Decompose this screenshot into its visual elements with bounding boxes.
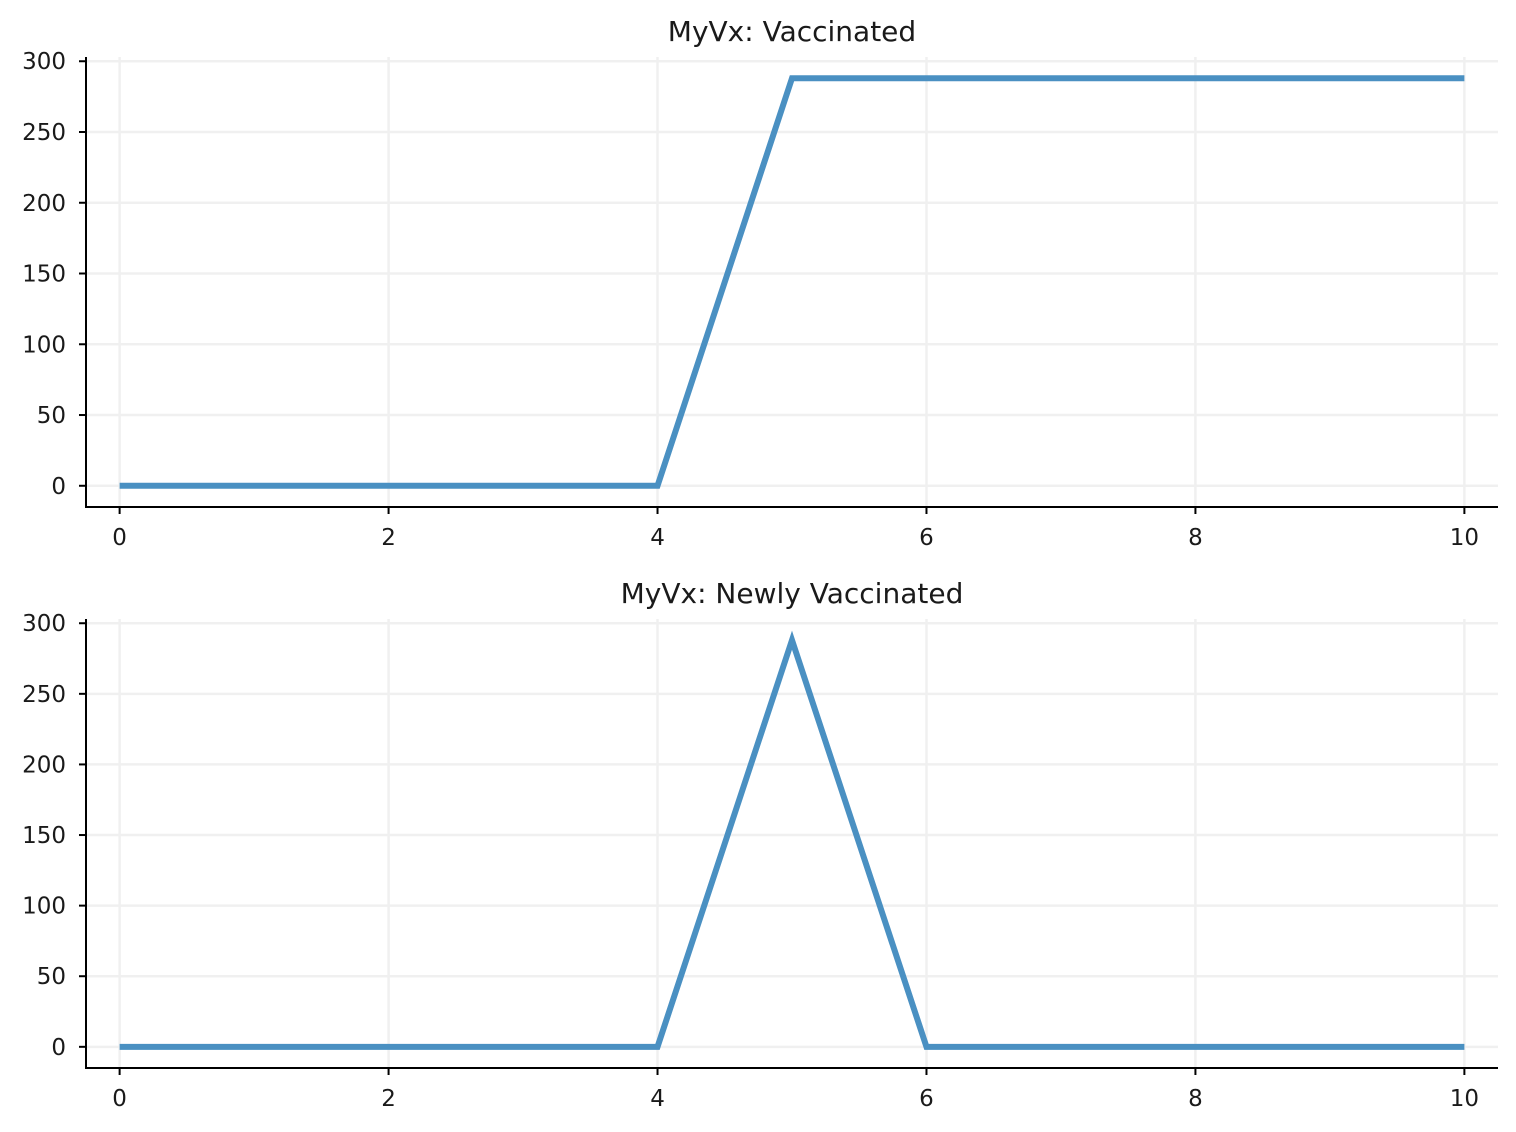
y-tick-label: 150 — [22, 262, 66, 288]
x-tick-label: 10 — [1450, 525, 1479, 551]
y-tick-label: 0 — [51, 474, 66, 500]
series-line — [119, 75, 1465, 489]
axis-spines — [85, 57, 1498, 508]
y-tick-label: 0 — [51, 1035, 66, 1061]
chart-title: MyVx: Vaccinated — [668, 15, 916, 48]
series-line — [119, 630, 1465, 1050]
x-tick-label: 4 — [650, 1086, 665, 1112]
x-tick-label: 10 — [1450, 1086, 1479, 1112]
y-tick-label: 250 — [22, 120, 66, 146]
x-tick-label: 2 — [381, 1086, 396, 1112]
x-tick-label: 0 — [112, 1086, 127, 1112]
x-tick-label: 0 — [112, 525, 127, 551]
y-tick-label: 50 — [37, 964, 66, 990]
y-tick-label: 300 — [22, 49, 66, 75]
y-tick-label: 150 — [22, 823, 66, 849]
y-tick-label: 200 — [22, 752, 66, 778]
x-tick-label: 6 — [919, 1086, 934, 1112]
x-tick-label: 4 — [650, 525, 665, 551]
x-tick-label: 6 — [919, 525, 934, 551]
y-tick-label: 100 — [22, 332, 66, 358]
chart-panel-vaccinated: MyVx: Vaccinated 0 2 4 6 8 100501001502002503… — [22, 15, 1498, 551]
y-tick-label: 100 — [22, 894, 66, 920]
x-tick-label: 8 — [1188, 1086, 1203, 1112]
y-tick-label: 50 — [37, 403, 66, 429]
chart-title: MyVx: Newly Vaccinated — [621, 577, 964, 610]
y-tick-label: 200 — [22, 191, 66, 217]
chart-panel-newly-vaccinated: MyVx: Newly Vaccinated 0 2 4 6 8 100501001502… — [22, 577, 1498, 1112]
axis-spines — [85, 619, 1498, 1069]
x-tick-label: 8 — [1188, 525, 1203, 551]
y-tick-label: 250 — [22, 682, 66, 708]
y-tick-label: 300 — [22, 611, 66, 637]
x-tick-label: 2 — [381, 525, 396, 551]
